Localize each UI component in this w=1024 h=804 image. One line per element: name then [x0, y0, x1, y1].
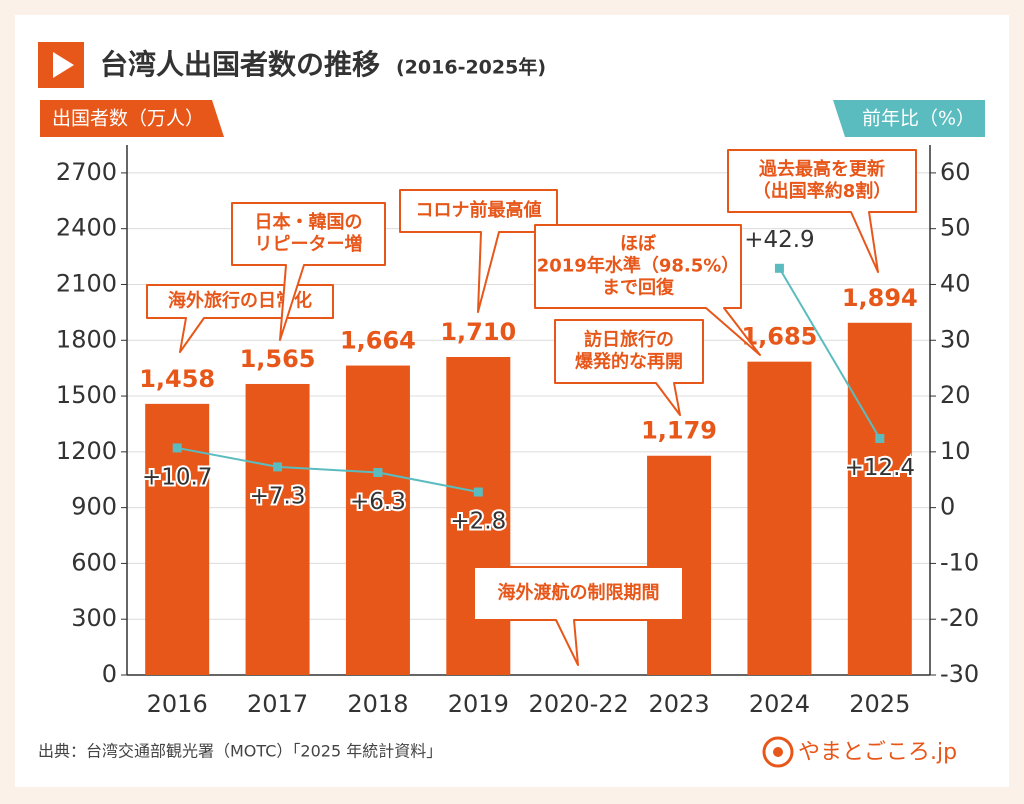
y-axis-label: 出国者数（万人） [52, 108, 204, 130]
line-marker [774, 263, 784, 273]
bar-value-label: 1,458 [139, 365, 215, 393]
y2-tick-label: -20 [940, 604, 979, 632]
y2-tick-label: -10 [940, 548, 979, 576]
annotation-text: 2019年水準（98.5%） [537, 255, 740, 277]
y2-tick-label: 40 [940, 269, 971, 297]
chart-subtitle: (2016-2025年) [396, 56, 546, 79]
y2-tick-label: -30 [940, 660, 979, 688]
y2-tick-label: 60 [940, 158, 971, 186]
x-tick-label: 2020-22 [529, 690, 629, 718]
annotation-text: 日本・韓国の [255, 211, 363, 233]
y2-tick-label: 10 [940, 437, 971, 465]
bar-value-label: 1,664 [340, 327, 416, 355]
bar-value-label: 1,565 [240, 345, 316, 373]
x-tick-label: 2025 [849, 690, 910, 718]
bar [647, 455, 712, 675]
y-tick-label: 900 [71, 493, 117, 521]
x-tick-label: 2016 [147, 690, 208, 718]
chart-title: 台湾人出国者数の推移 [100, 48, 380, 81]
line-marker [172, 443, 182, 453]
callout-box [554, 319, 704, 416]
bar-value-label: 1,179 [641, 417, 717, 445]
bar [446, 357, 511, 675]
bar [747, 361, 812, 675]
x-tick-label: 2024 [749, 690, 810, 718]
y-tick-label: 2700 [56, 158, 117, 186]
annotation-text: 海外旅行の日常化 [168, 290, 312, 312]
callout-box [727, 149, 917, 273]
line-value-label: +12.4 [845, 455, 915, 481]
y-tick-label: 0 [102, 660, 117, 688]
source-note: 出典：台湾交通部観光署（MOTC）「2025 年統計資料」 [38, 742, 442, 761]
x-tick-label: 2017 [247, 690, 308, 718]
y-tick-label: 1500 [56, 381, 117, 409]
line-marker [875, 433, 885, 443]
y2-tick-label: 50 [940, 214, 971, 242]
brand-name: やまとごころ.jp [798, 740, 957, 765]
bar [345, 365, 410, 675]
annotation-text: コロナ前最高値 [416, 199, 542, 221]
y-tick-label: 2100 [56, 269, 117, 297]
line-value-label: +7.3 [250, 483, 306, 509]
y-tick-label: 300 [71, 604, 117, 632]
y-tick-label: 2400 [56, 214, 117, 242]
line [177, 267, 881, 493]
annotation-text: 訪日旅行の [584, 329, 674, 351]
y2-tick-label: 30 [940, 325, 971, 353]
annotation-text: 爆発的な再開 [575, 351, 683, 373]
line-value-label: +2.8 [450, 509, 506, 535]
line-value-label: +10.7 [142, 464, 212, 490]
y2-tick-label: 20 [940, 381, 971, 409]
x-tick-label: 2019 [448, 690, 509, 718]
y-axis-tag [40, 100, 224, 137]
callout-box [231, 202, 386, 341]
bar [847, 322, 912, 675]
annotation-text: まで回復 [602, 277, 675, 299]
title-icon-arrow [53, 52, 74, 78]
annotation-text: （出国率約8割） [753, 180, 892, 202]
x-tick-label: 2018 [347, 690, 408, 718]
brand-logo [762, 736, 794, 768]
y2-axis-label: 前年比（%） [862, 108, 975, 130]
x-tick-label: 2023 [649, 690, 710, 718]
bar [245, 383, 310, 675]
line-marker [273, 462, 283, 472]
y-tick-label: 1800 [56, 325, 117, 353]
bar-value-label: 1,894 [842, 284, 918, 312]
bar-value-label: 1,710 [440, 318, 516, 346]
callout-box [534, 224, 761, 356]
line-value-label: +6.3 [350, 489, 406, 515]
y2-axis-tag [833, 100, 985, 137]
line-marker [473, 487, 483, 497]
y-tick-label: 600 [71, 548, 117, 576]
annotation-text: ほぼ [620, 234, 657, 255]
y-tick-label: 1200 [56, 437, 117, 465]
annotation-text: 海外渡航の制限期間 [498, 582, 660, 604]
brand-logo-dot [773, 747, 783, 757]
annotation-text: リピーター増 [255, 233, 363, 255]
callout-box [473, 566, 684, 666]
line-value-label: +42.9 [744, 227, 814, 253]
callout-box [399, 189, 558, 313]
line-marker [373, 467, 383, 477]
y2-tick-label: 0 [940, 493, 955, 521]
annotation-text: 過去最高を更新 [759, 158, 885, 180]
